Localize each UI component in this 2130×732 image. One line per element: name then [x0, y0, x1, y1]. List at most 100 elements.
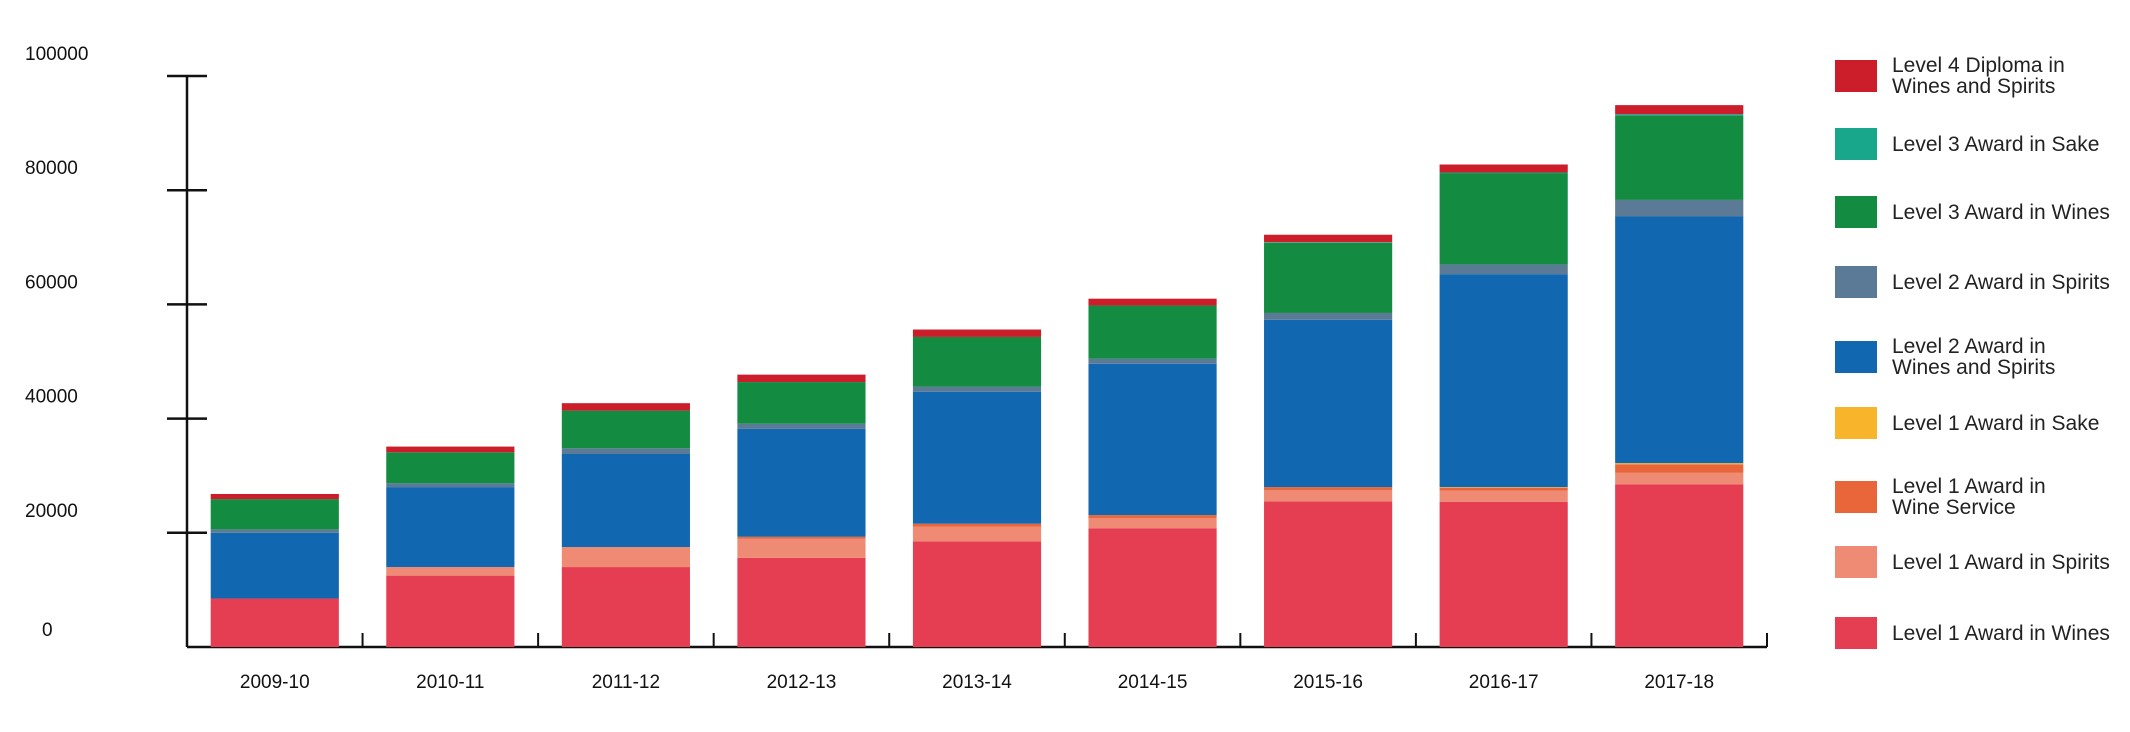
x-tick-label: 2016-17	[1469, 672, 1539, 693]
bar-segment	[1439, 264, 1568, 275]
bar-segment	[1439, 172, 1568, 174]
bar-segment	[1615, 472, 1744, 485]
bar-segment	[1088, 358, 1217, 364]
legend-label-line: Level 2 Award in Spirits	[1892, 270, 2110, 294]
bar-segment	[912, 391, 1042, 524]
legend-swatch	[1835, 407, 1877, 439]
bar-segment	[1088, 305, 1217, 359]
bar-segment	[1439, 164, 1568, 173]
legend-item: Level 1 Award in Wines	[1835, 617, 2130, 649]
x-tick-label: 2011-12	[592, 672, 660, 693]
bar-segment	[386, 452, 515, 484]
bar-segment	[1439, 501, 1568, 647]
bar-segment	[1615, 464, 1744, 473]
legend-label: Level 1 Award in Sake	[1892, 413, 2130, 434]
bar-segment	[912, 336, 1042, 387]
bar-segment	[561, 403, 690, 411]
legend-item: Level 1 Award in Spirits	[1835, 546, 2130, 578]
bar-segment	[210, 529, 339, 533]
x-tick-label: 2014-15	[1118, 672, 1188, 693]
bar-segment	[1264, 234, 1393, 243]
bar-segment	[912, 541, 1042, 647]
legend-item: Level 2 Award in Wines and Spirits	[1835, 336, 2130, 378]
bar-segment	[1439, 274, 1568, 488]
legend-swatch	[1835, 341, 1877, 373]
bar-segment	[210, 532, 339, 599]
bar-segment	[737, 382, 866, 424]
bar-segment	[1439, 490, 1568, 502]
bar-segment	[1615, 115, 1744, 200]
x-tick-label: 2010-11	[416, 672, 484, 693]
bar-segment	[1439, 487, 1568, 488]
legend-label: Level 2 Award in Wines and Spirits	[1892, 336, 2130, 378]
y-tick-label: 20000	[25, 501, 78, 522]
legend-label-line: Level 1 Award in Sake	[1892, 411, 2100, 435]
x-tick-label: 2013-14	[942, 672, 1012, 693]
bar-segment	[1615, 114, 1744, 116]
legend-label: Level 2 Award in Spirits	[1892, 272, 2130, 293]
bar-segment	[1264, 501, 1393, 647]
bar-segment	[210, 499, 339, 530]
legend-swatch	[1835, 60, 1877, 92]
legend-label-line: Wines and Spirits	[1892, 356, 2056, 379]
legend-swatch	[1835, 266, 1877, 298]
bar-segment	[912, 526, 1042, 542]
legend-label-line: Level 3 Award in Sake	[1892, 132, 2100, 156]
bar-segment	[1264, 487, 1393, 490]
legend-item: Level 3 Award in Sake	[1835, 128, 2130, 160]
bar-segment	[737, 428, 866, 537]
bar-segment	[561, 448, 690, 454]
legend-item: Level 3 Award in Wines	[1835, 196, 2130, 228]
y-tick-label: 40000	[25, 387, 78, 408]
bar-segment	[210, 598, 339, 647]
bar-segment	[1264, 319, 1393, 488]
legend-label-line: Level 1 Award in Spirits	[1892, 550, 2110, 574]
bar-segment	[1088, 298, 1217, 306]
bar-segment	[912, 386, 1042, 392]
legend-label-line: Level 2 Award in	[1892, 335, 2046, 358]
bar-segment	[1088, 363, 1217, 516]
bar-segment	[1264, 489, 1393, 502]
bar-segment	[561, 567, 690, 647]
legend-label: Level 3 Award in Sake	[1892, 134, 2130, 155]
legend-label-line: Level 3 Award in Wines	[1892, 200, 2110, 224]
bar-segment	[1615, 484, 1744, 647]
legend-label-line: Level 1 Award in	[1892, 475, 2046, 498]
bar-segment	[1264, 242, 1393, 243]
bar-segment	[386, 487, 515, 568]
bar-segment	[737, 538, 866, 558]
bar-segment	[1439, 173, 1568, 265]
bar-segment	[561, 547, 690, 568]
legend-label: Level 1 Award in Spirits	[1892, 552, 2130, 573]
bar-segment	[386, 575, 515, 648]
legend-swatch	[1835, 617, 1877, 649]
legend-label-line: Level 1 Award in Wines	[1892, 621, 2110, 645]
bar-segment	[1264, 312, 1393, 320]
x-tick-label: 2012-13	[767, 672, 837, 693]
y-tick-label: 0	[42, 620, 53, 641]
legend-item: Level 1 Award in Wine Service	[1835, 476, 2130, 518]
bar-segment	[737, 423, 866, 429]
x-tick-label: 2017-18	[1644, 672, 1714, 693]
bar-segment	[386, 567, 515, 576]
bar-segment	[1439, 487, 1568, 491]
legend-label-line: Wines and Spirits	[1892, 75, 2056, 98]
bar-segment	[1088, 528, 1217, 647]
bar-segment	[912, 329, 1042, 337]
legend-swatch	[1835, 128, 1877, 160]
bar-segment	[210, 493, 339, 500]
legend-label-line: Level 4 Diploma in	[1892, 54, 2065, 77]
chart-labels: 0 20000 40000 60000 80000 100000 2009-10 2010-1…	[25, 44, 1714, 693]
legend-item: Level 2 Award in Spirits	[1835, 266, 2130, 298]
legend-swatch	[1835, 546, 1877, 578]
bar-segment	[1088, 517, 1217, 529]
bar-segment	[1615, 105, 1744, 115]
chart-bars	[210, 105, 1744, 648]
legend-label: Level 1 Award in Wines	[1892, 623, 2130, 644]
x-tick-label: 2015-16	[1293, 672, 1363, 693]
legend-swatch	[1835, 196, 1877, 228]
bar-segment	[1615, 463, 1744, 465]
bar-segment	[737, 536, 866, 539]
legend-label: Level 3 Award in Wines	[1892, 202, 2130, 223]
bar-segment	[1088, 515, 1217, 518]
